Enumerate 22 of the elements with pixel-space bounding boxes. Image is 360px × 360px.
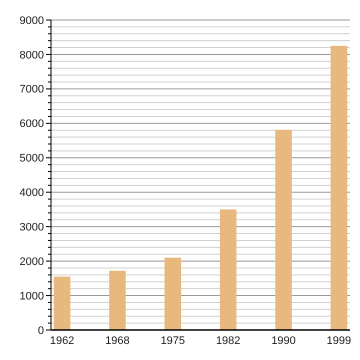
- y-tick-label: 4000: [20, 187, 44, 200]
- y-tick-label: 1000: [20, 290, 44, 302]
- x-tick-label: 1975: [160, 335, 186, 347]
- y-tick-label: 2000: [20, 256, 44, 268]
- y-tick-label: 6000: [20, 118, 44, 130]
- y-tick-label: 9000: [20, 14, 44, 27]
- x-tick-label: 1982: [216, 335, 240, 347]
- y-tick-label: 7000: [20, 84, 44, 96]
- y-tick-label: 5000: [20, 152, 44, 165]
- y-tick-label: 0: [38, 324, 44, 337]
- x-tick-label: 1999: [326, 335, 352, 347]
- bar: [330, 46, 348, 330]
- bar: [54, 276, 70, 330]
- x-tick-label: 1990: [271, 335, 296, 347]
- bar: [275, 130, 292, 330]
- bar: [109, 270, 126, 330]
- x-tick-label: 1968: [105, 335, 130, 347]
- y-tick-label: 3000: [20, 222, 44, 234]
- bar: [164, 258, 182, 330]
- x-tick-label: 1962: [50, 335, 74, 347]
- y-tick-label: 8000: [20, 49, 44, 62]
- bar: [220, 209, 236, 330]
